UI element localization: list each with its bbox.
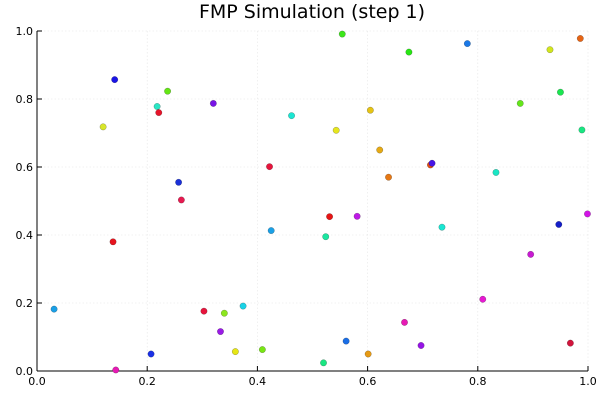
scatter-point [364,350,372,358]
scatter-point [342,337,350,345]
scatter-point [546,46,554,54]
scatter-point [385,173,392,181]
scatter-point [164,87,171,95]
scatter-point [50,305,58,313]
scatter-point [111,76,119,84]
scatter-point [401,318,408,326]
axes [36,30,589,372]
scatter-point [266,163,273,171]
scatter-point [99,123,107,131]
x-tick-label: 0.6 [359,375,377,388]
scatter-point [376,146,384,154]
scatter-point [153,103,161,110]
scatter-point [576,35,584,42]
scatter-point [288,112,295,120]
scatter-point [557,88,564,96]
scatter-point [405,48,413,56]
scatter-point [332,126,340,134]
scatter-point [516,100,524,107]
tick-labels: 0.0 0.2 0.4 0.6 0.8 1.0 0.0 0.2 0.4 0.6 0.8 1.0 [16,25,597,388]
grid [36,30,589,372]
scatter-point [320,359,327,367]
scatter-point [492,169,500,176]
scatter-point [584,210,591,218]
y-tick-label: 0.6 [16,161,34,174]
scatter-point [322,233,330,241]
x-tick-label: 0.0 [28,375,46,388]
y-tick-label: 0.8 [16,93,34,106]
scatter-point [112,366,120,374]
scatter-point [578,126,586,134]
scatter-point [417,342,425,349]
scatter-point [109,238,117,246]
scatter-point [438,223,446,231]
x-tick-label: 0.4 [249,375,267,388]
y-tick-label: 0.0 [16,365,34,378]
scatter-point [175,178,183,186]
scatter-point [177,196,185,204]
scatter-point [555,221,563,228]
data-points [50,30,591,374]
scatter-point [326,213,333,221]
scatter-point [155,109,163,117]
scatter-point [479,295,487,303]
scatter-point [366,106,374,114]
y-tick-label: 0.2 [16,297,34,310]
scatter-point [353,212,361,220]
scatter-point [566,339,574,347]
y-tick-label: 1.0 [16,25,34,38]
scatter-point [231,348,239,356]
y-tick-label: 0.4 [16,229,34,242]
scatter-point [428,159,436,167]
scatter-point [338,30,346,38]
x-tick-label: 0.2 [138,375,156,388]
scatter-point [147,350,155,358]
x-tick-label: 1.0 [579,375,597,388]
chart-title: FMP Simulation (step 1) [199,1,425,23]
x-tick-label: 0.8 [469,375,487,388]
scatter-point [239,302,247,310]
scatter-point [267,227,275,234]
scatter-point [220,309,228,317]
scatter-point [527,250,535,258]
scatter-point [217,328,224,335]
scatter-point [200,307,208,315]
scatter-point [209,100,217,107]
scatter-point [463,40,471,47]
scatter-point [258,346,266,353]
